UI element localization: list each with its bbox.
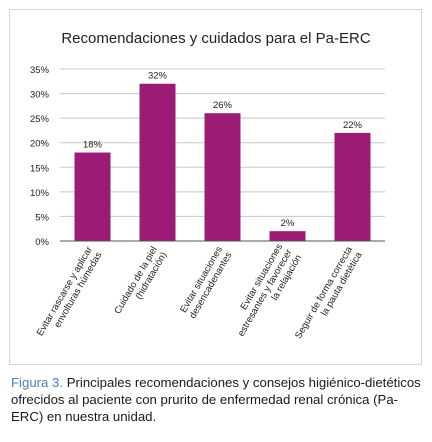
data-labels: 18% 32% 26% 2% 22%: [83, 71, 363, 229]
data-label: 22%: [343, 120, 363, 131]
bars: [74, 83, 371, 241]
bar: [139, 83, 176, 241]
figure-label: Figura 3.: [11, 375, 64, 390]
data-label: 26%: [213, 100, 233, 111]
x-category-label: Cuidado de la piel(hidratación): [112, 245, 169, 316]
data-label: 18%: [83, 140, 103, 151]
chart-title: Recomendaciones y cuidados para el Pa-ER…: [61, 30, 370, 47]
chart-frame: Recomendaciones y cuidados para el Pa-ER…: [9, 9, 422, 365]
y-axis-ticks: 0% 5% 10% 15% 20% 25% 30% 35%: [30, 65, 50, 248]
figure-caption-text: Principales recomendaciones y consejos h…: [11, 375, 421, 424]
bar: [204, 113, 241, 241]
bar: [269, 231, 306, 241]
y-tick-label: 0%: [35, 237, 49, 248]
figure-caption: Figura 3. Principales recomendaciones y …: [11, 374, 425, 425]
y-tick-label: 25%: [30, 114, 50, 125]
y-tick-label: 35%: [30, 65, 50, 76]
data-label: 2%: [281, 218, 295, 229]
y-tick-label: 5%: [35, 212, 49, 223]
bar-chart: Recomendaciones y cuidados para el Pa-ER…: [30, 30, 385, 341]
y-tick-label: 30%: [30, 90, 50, 101]
y-tick-label: 10%: [30, 188, 50, 199]
bar: [74, 152, 111, 241]
data-label: 32%: [148, 71, 168, 82]
y-tick-label: 15%: [30, 163, 50, 174]
y-tick-label: 20%: [30, 139, 50, 150]
bar: [334, 132, 371, 241]
